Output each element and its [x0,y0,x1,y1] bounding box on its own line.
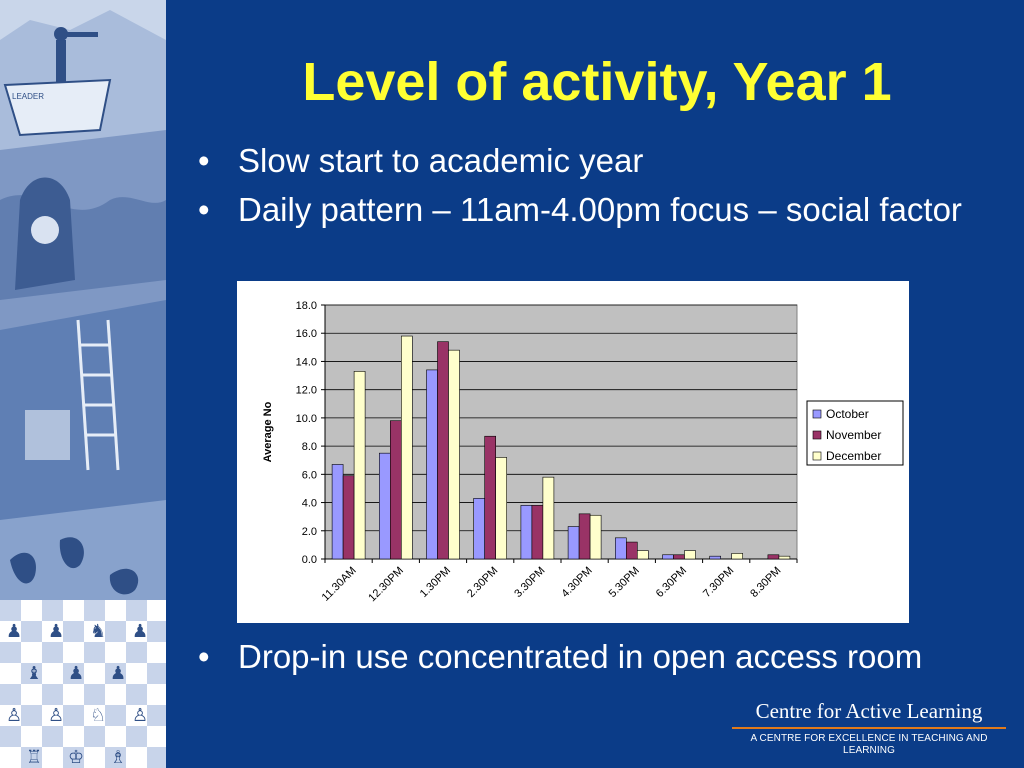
svg-text:♗: ♗ [110,747,126,768]
bar-october [567,526,580,560]
brand-tagline: A CENTRE FOR EXCELLENCE IN TEACHING AND … [750,733,988,756]
y-tick-label: 8.0 [302,441,317,453]
svg-text:♟: ♟ [110,663,126,684]
y-axis-title: Average No [262,401,274,462]
y-tick-label: 10.0 [296,413,317,425]
bar-october [426,369,438,560]
activity-chart: 0.0 2.0 4.0 6.0 8.0 10.0 12.0 14.0 16.0 18.0 Avera… [237,281,909,623]
bullet-text: Slow start to academic year [238,142,644,179]
x-tick-label: 8.30PM [748,565,783,600]
bar-november [673,554,685,560]
brand-name: Centre for Active Learning [755,699,983,723]
bar-december [636,550,649,560]
bar-november [531,505,544,560]
bar-october [331,464,344,560]
legend-swatch [812,451,822,461]
bullet-item: • Drop-in use concentrated in open access… [198,636,998,677]
y-tick-label: 2.0 [302,526,317,538]
x-tick-label: 7.30PM [701,565,736,600]
bullet-item: • Slow start to academic year [198,140,998,181]
legend-swatch [812,430,822,440]
bar-november [578,513,591,560]
bar-december [589,514,602,560]
bar-november [390,420,402,560]
bar-october [473,498,485,560]
y-tick-label: 16.0 [296,328,317,340]
svg-text:♘: ♘ [90,705,106,726]
bar-november [767,554,780,560]
svg-text:♟: ♟ [132,621,148,642]
svg-text:♙: ♙ [48,705,64,726]
svg-text:♞: ♞ [90,621,106,642]
svg-text:♔: ♔ [68,747,84,768]
legend-label: November [826,428,881,442]
svg-text:♟: ♟ [6,621,22,642]
svg-text:♙: ♙ [132,705,148,726]
svg-text:♟: ♟ [68,663,84,684]
y-tick-label: 18.0 [296,300,317,312]
ship-nameplate: LEADER [12,92,44,101]
bar-december [778,555,791,560]
bullet-item: • Daily pattern – 11am-4.00pm focus – soc… [198,189,998,230]
x-tick-label: 4.30PM [559,565,594,600]
bullet-text: Daily pattern – 11am-4.00pm focus – soci… [238,191,962,228]
bar-november [437,341,449,560]
bar-december [448,349,460,560]
bar-december [495,457,508,560]
bullet-list-bottom: • Drop-in use concentrated in open access… [198,636,998,685]
svg-text:♟: ♟ [48,621,64,642]
bar-november [342,475,355,560]
bar-october [614,537,627,560]
bullet-symbol: • [198,191,210,228]
y-tick-label: 6.0 [302,469,317,481]
legend-label: October [826,407,869,421]
bar-december [731,553,744,560]
x-tick-label: 2.30PM [465,565,500,600]
bullet-symbol: • [198,638,210,675]
svg-text:♖: ♖ [26,747,42,768]
bullet-text: Drop-in use concentrated in open access … [238,638,923,675]
bar-december [401,335,413,560]
x-tick-label: 6.30PM [654,565,689,600]
bar-december [542,476,555,560]
y-tick-label: 4.0 [302,498,317,510]
bar-october [709,555,722,560]
legend-swatch [812,409,822,419]
slide-title: Level of activity, Year 1 [302,52,892,112]
svg-text:♝: ♝ [26,663,42,684]
legend-label: December [826,449,881,463]
y-tick-label: 0.0 [302,554,317,566]
decorative-side-illustration: LEADER [0,0,166,768]
bar-october [520,505,533,560]
bar-december [353,371,366,560]
brand-logo: Centre for Active Learning A CENTRE FOR … [732,698,1006,757]
x-tick-label: 11.30AM [320,565,359,604]
bar-november [625,541,638,560]
y-tick-label: 14.0 [296,356,317,368]
brand-divider [732,727,1006,729]
bullet-symbol: • [198,142,210,179]
x-tick-label: 1.30PM [418,565,453,600]
svg-text:♙: ♙ [6,705,22,726]
bar-december [684,550,696,560]
x-tick-label: 3.30PM [512,565,547,600]
x-tick-label: 5.30PM [607,565,642,600]
bar-october [379,452,391,560]
x-tick-label: 12.30PM [366,565,406,605]
bar-november [484,435,496,560]
bar-october [662,554,674,560]
chart-canvas: 0.0 2.0 4.0 6.0 8.0 10.0 12.0 14.0 16.0 18.0 Avera… [262,300,904,605]
legend-box [806,400,904,466]
bullet-list: • Slow start to academic year • Daily patt… [198,140,998,238]
y-tick-label: 12.0 [296,385,317,397]
